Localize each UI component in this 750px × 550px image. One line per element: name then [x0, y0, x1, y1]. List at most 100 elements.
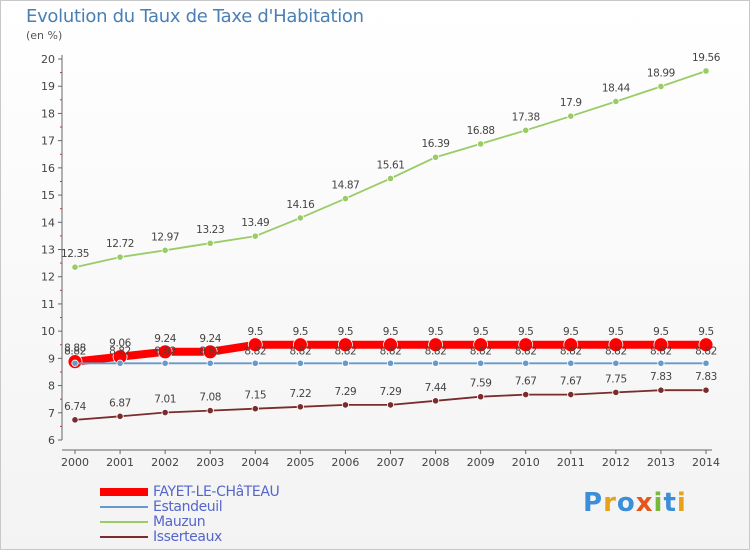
data-label-mauzun: 14.16 [286, 199, 315, 211]
data-label-isserteaux: 7.22 [289, 388, 311, 400]
y-tick-label: 6 [48, 434, 55, 447]
logo-letter: o [616, 488, 636, 518]
y-tick-label: 9 [48, 352, 55, 365]
data-point-fayet-le-ch-teau [698, 337, 714, 353]
y-tick-label: 8 [48, 380, 55, 393]
data-label-estandeuil: 8.82 [605, 345, 627, 357]
data-label-mauzun: 12.35 [61, 248, 89, 260]
data-label-mauzun: 13.23 [196, 224, 224, 236]
data-point-estandeuil [612, 359, 620, 367]
data-point-estandeuil [386, 359, 395, 367]
data-point-mauzun [386, 174, 395, 183]
data-label-fayet-le-ch-teau: 9.5 [698, 326, 714, 338]
data-point-fayet-le-ch-teau [338, 337, 353, 353]
data-point-estandeuil [522, 359, 530, 367]
data-point-mauzun [657, 82, 665, 91]
legend-swatch [100, 535, 148, 538]
data-label-mauzun: 14.87 [331, 180, 359, 192]
y-tick-label: 18 [41, 107, 55, 120]
data-label-fayet-le-ch-teau: 9.5 [518, 326, 534, 338]
x-tick-label: 2000 [61, 456, 89, 469]
data-point-fayet-le-ch-teau [157, 344, 173, 360]
data-point-mauzun [612, 97, 620, 106]
x-tick-label: 2011 [557, 456, 585, 469]
data-label-mauzun: 13.49 [241, 217, 269, 229]
data-label-isserteaux: 7.75 [605, 373, 627, 385]
data-point-mauzun [702, 67, 710, 75]
data-point-mauzun [477, 140, 485, 148]
data-point-isserteaux [386, 401, 395, 409]
data-point-fayet-le-ch-teau [518, 337, 534, 353]
data-label-isserteaux: 7.29 [380, 386, 402, 398]
data-label-isserteaux: 6.87 [109, 397, 131, 409]
legend-label: Isserteaux [153, 528, 222, 545]
data-label-mauzun: 17.38 [512, 111, 540, 123]
data-label-isserteaux: 7.01 [154, 394, 176, 406]
data-point-fayet-le-ch-teau [563, 337, 579, 353]
y-tick-label: 14 [41, 216, 55, 229]
data-point-isserteaux [702, 386, 710, 394]
legend-item-fayet-le-ch-teau: FAYET-LE-CHâTEAU [100, 484, 280, 500]
data-point-mauzun [522, 126, 530, 134]
data-label-isserteaux: 7.83 [650, 371, 672, 383]
data-point-mauzun [567, 112, 575, 120]
data-point-estandeuil [341, 359, 350, 367]
data-label-fayet-le-ch-teau: 9.5 [608, 326, 624, 338]
data-point-fayet-le-ch-teau [202, 344, 218, 360]
data-label-fayet-le-ch-teau: 9.5 [428, 326, 444, 338]
x-tick-label: 2014 [692, 456, 720, 469]
data-label-estandeuil: 8.82 [335, 345, 357, 357]
logo-letter: i [653, 488, 664, 518]
data-label-fayet-le-ch-teau: 9.5 [338, 326, 354, 338]
data-point-fayet-le-ch-teau [292, 337, 308, 353]
proxiti-logo: Proxiti [583, 488, 687, 518]
data-point-isserteaux [341, 401, 350, 409]
legend-item-estandeuil: Estandeuil [100, 498, 279, 515]
data-point-estandeuil [477, 359, 485, 367]
logo-letter: x [635, 488, 654, 518]
data-label-fayet-le-ch-teau: 9.5 [293, 326, 309, 338]
data-point-estandeuil [71, 359, 79, 367]
data-label-fayet-le-ch-teau: 9.5 [653, 326, 669, 338]
data-label-isserteaux: 7.29 [335, 386, 357, 398]
data-label-estandeuil: 8.82 [695, 345, 717, 357]
x-tick-label: 2004 [241, 456, 269, 469]
data-label-mauzun: 16.39 [422, 138, 450, 150]
data-point-isserteaux [296, 403, 304, 411]
y-tick-label: 16 [41, 162, 55, 175]
y-tick-label: 11 [41, 298, 55, 311]
x-tick-label: 2009 [467, 456, 495, 469]
data-label-estandeuil: 8.82 [154, 345, 176, 357]
data-label-estandeuil: 8.82 [199, 345, 221, 357]
data-label-estandeuil: 8.82 [380, 345, 402, 357]
x-tick-label: 2010 [512, 456, 540, 469]
data-label-isserteaux: 7.08 [199, 392, 221, 404]
data-label-mauzun: 18.99 [647, 67, 675, 79]
data-label-isserteaux: 6.74 [64, 401, 86, 413]
data-point-isserteaux [612, 388, 620, 396]
x-tick-label: 2007 [377, 456, 405, 469]
y-tick-label: 20 [41, 53, 55, 66]
data-label-estandeuil: 8.82 [650, 345, 672, 357]
data-point-estandeuil [161, 359, 169, 367]
y-tick-label: 17 [41, 135, 55, 148]
data-label-mauzun: 15.61 [376, 159, 404, 171]
data-label-mauzun: 19.56 [692, 52, 721, 64]
y-tick-label: 15 [41, 189, 55, 202]
x-tick-label: 2003 [196, 456, 224, 469]
data-label-mauzun: 16.88 [467, 125, 495, 137]
data-label-fayet-le-ch-teau: 9.24 [154, 333, 176, 345]
data-label-fayet-le-ch-teau: 9.5 [383, 326, 399, 338]
data-point-isserteaux [116, 412, 124, 420]
data-point-fayet-le-ch-teau [473, 337, 489, 353]
y-tick-label: 7 [48, 407, 55, 420]
legend-label: Estandeuil [153, 498, 223, 515]
data-point-fayet-le-ch-teau [428, 337, 443, 353]
data-label-mauzun: 18.44 [602, 82, 631, 94]
data-label-estandeuil: 8.82 [64, 345, 86, 357]
data-point-mauzun [341, 195, 350, 203]
data-point-isserteaux [431, 397, 440, 405]
x-tick-label: 2012 [602, 456, 630, 469]
data-point-isserteaux [161, 408, 169, 417]
